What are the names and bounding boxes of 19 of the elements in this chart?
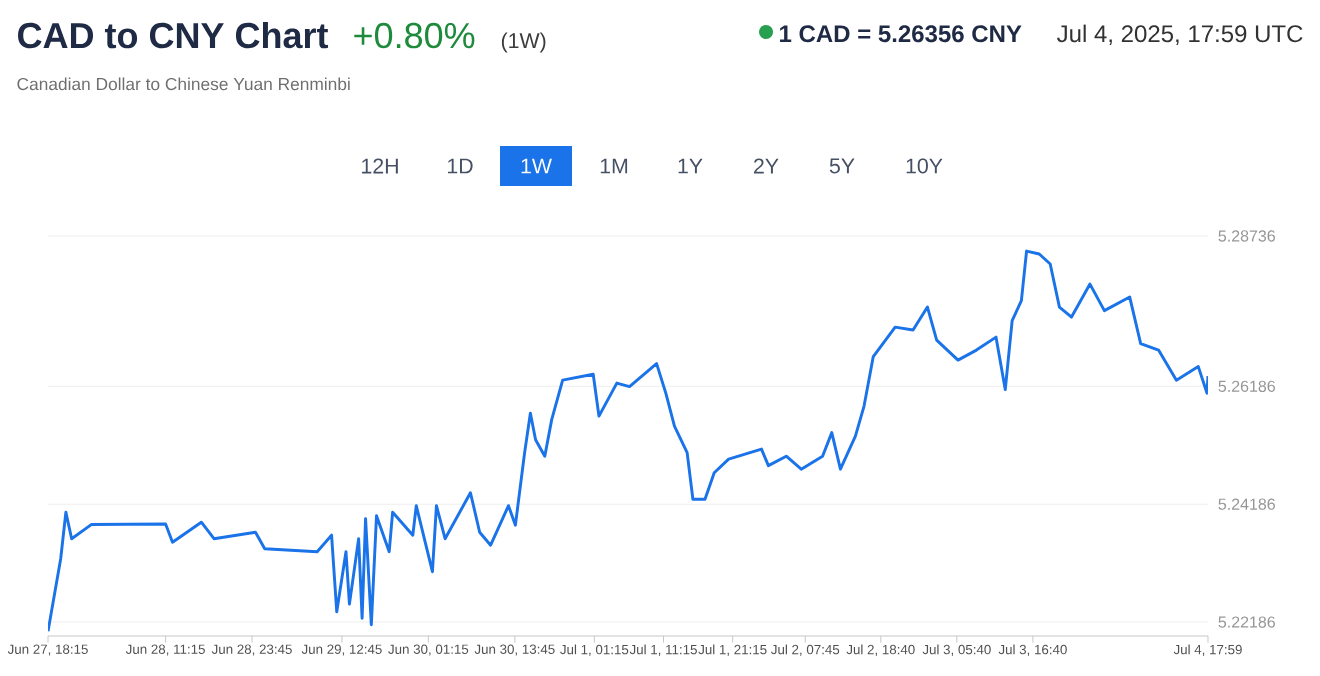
chart-title: CAD to CNY Chart [18, 21, 329, 49]
y-tick-label: 5.26186 [1218, 380, 1275, 392]
text: 1D [448, 158, 473, 174]
line-series [48, 249, 1208, 633]
text: Jul 4, 2025, 17:59 UTC [1057, 24, 1303, 46]
text: (1W) [501, 32, 546, 53]
y-tick-label: 5.22186 [1218, 616, 1275, 628]
text: 1Y [678, 158, 703, 174]
y-tick-label: 5.28736 [1218, 230, 1275, 242]
text: 5Y [829, 158, 855, 174]
text: 12H [362, 158, 398, 174]
text: 1W [521, 158, 552, 174]
text: 1M [600, 158, 628, 174]
text: 1 CAD = 5.26356 CNY [780, 25, 1022, 43]
text: 2Y [754, 158, 779, 174]
chart-subtitle: Canadian Dollar to Chinese Yuan Renminbi [17, 77, 350, 91]
y-tick-label: 5.24186 [1218, 498, 1275, 510]
text: 10Y [906, 158, 943, 174]
text: +0.80% [354, 22, 475, 49]
